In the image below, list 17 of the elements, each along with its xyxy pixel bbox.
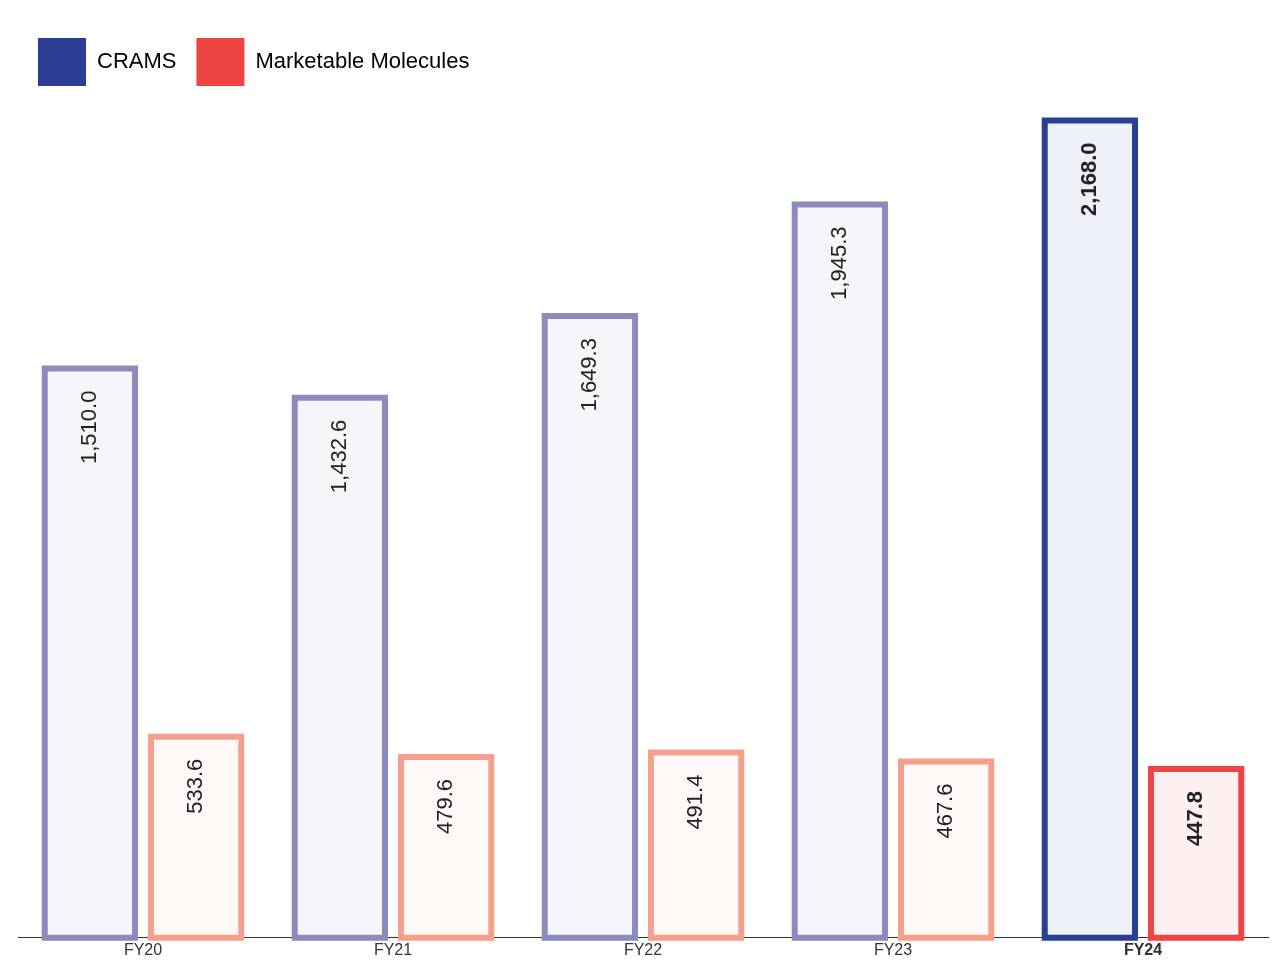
- x-tick-label: FY23: [873, 940, 913, 958]
- data-label: 447.8: [1182, 790, 1208, 847]
- data-label: 533.6: [182, 758, 208, 814]
- x-tick-label: FY24: [1123, 940, 1163, 958]
- legend-label: Marketable Molecules: [255, 48, 470, 74]
- data-label: 2,168.0: [1075, 142, 1101, 216]
- data-label: 1,510.0: [75, 390, 101, 464]
- x-tick-label: FY22: [623, 940, 663, 958]
- legend-label: CRAMS: [97, 48, 177, 74]
- data-label: 1,945.3: [825, 226, 851, 300]
- data-label: 479.6: [432, 779, 458, 835]
- data-label: 491.4: [682, 774, 708, 830]
- data-label: 1,649.3: [575, 338, 601, 412]
- x-tick-label: FY21: [373, 940, 413, 958]
- x-tick-label: FY20: [123, 940, 163, 958]
- data-label: 467.6: [932, 783, 958, 839]
- data-label: 1,432.6: [325, 419, 351, 494]
